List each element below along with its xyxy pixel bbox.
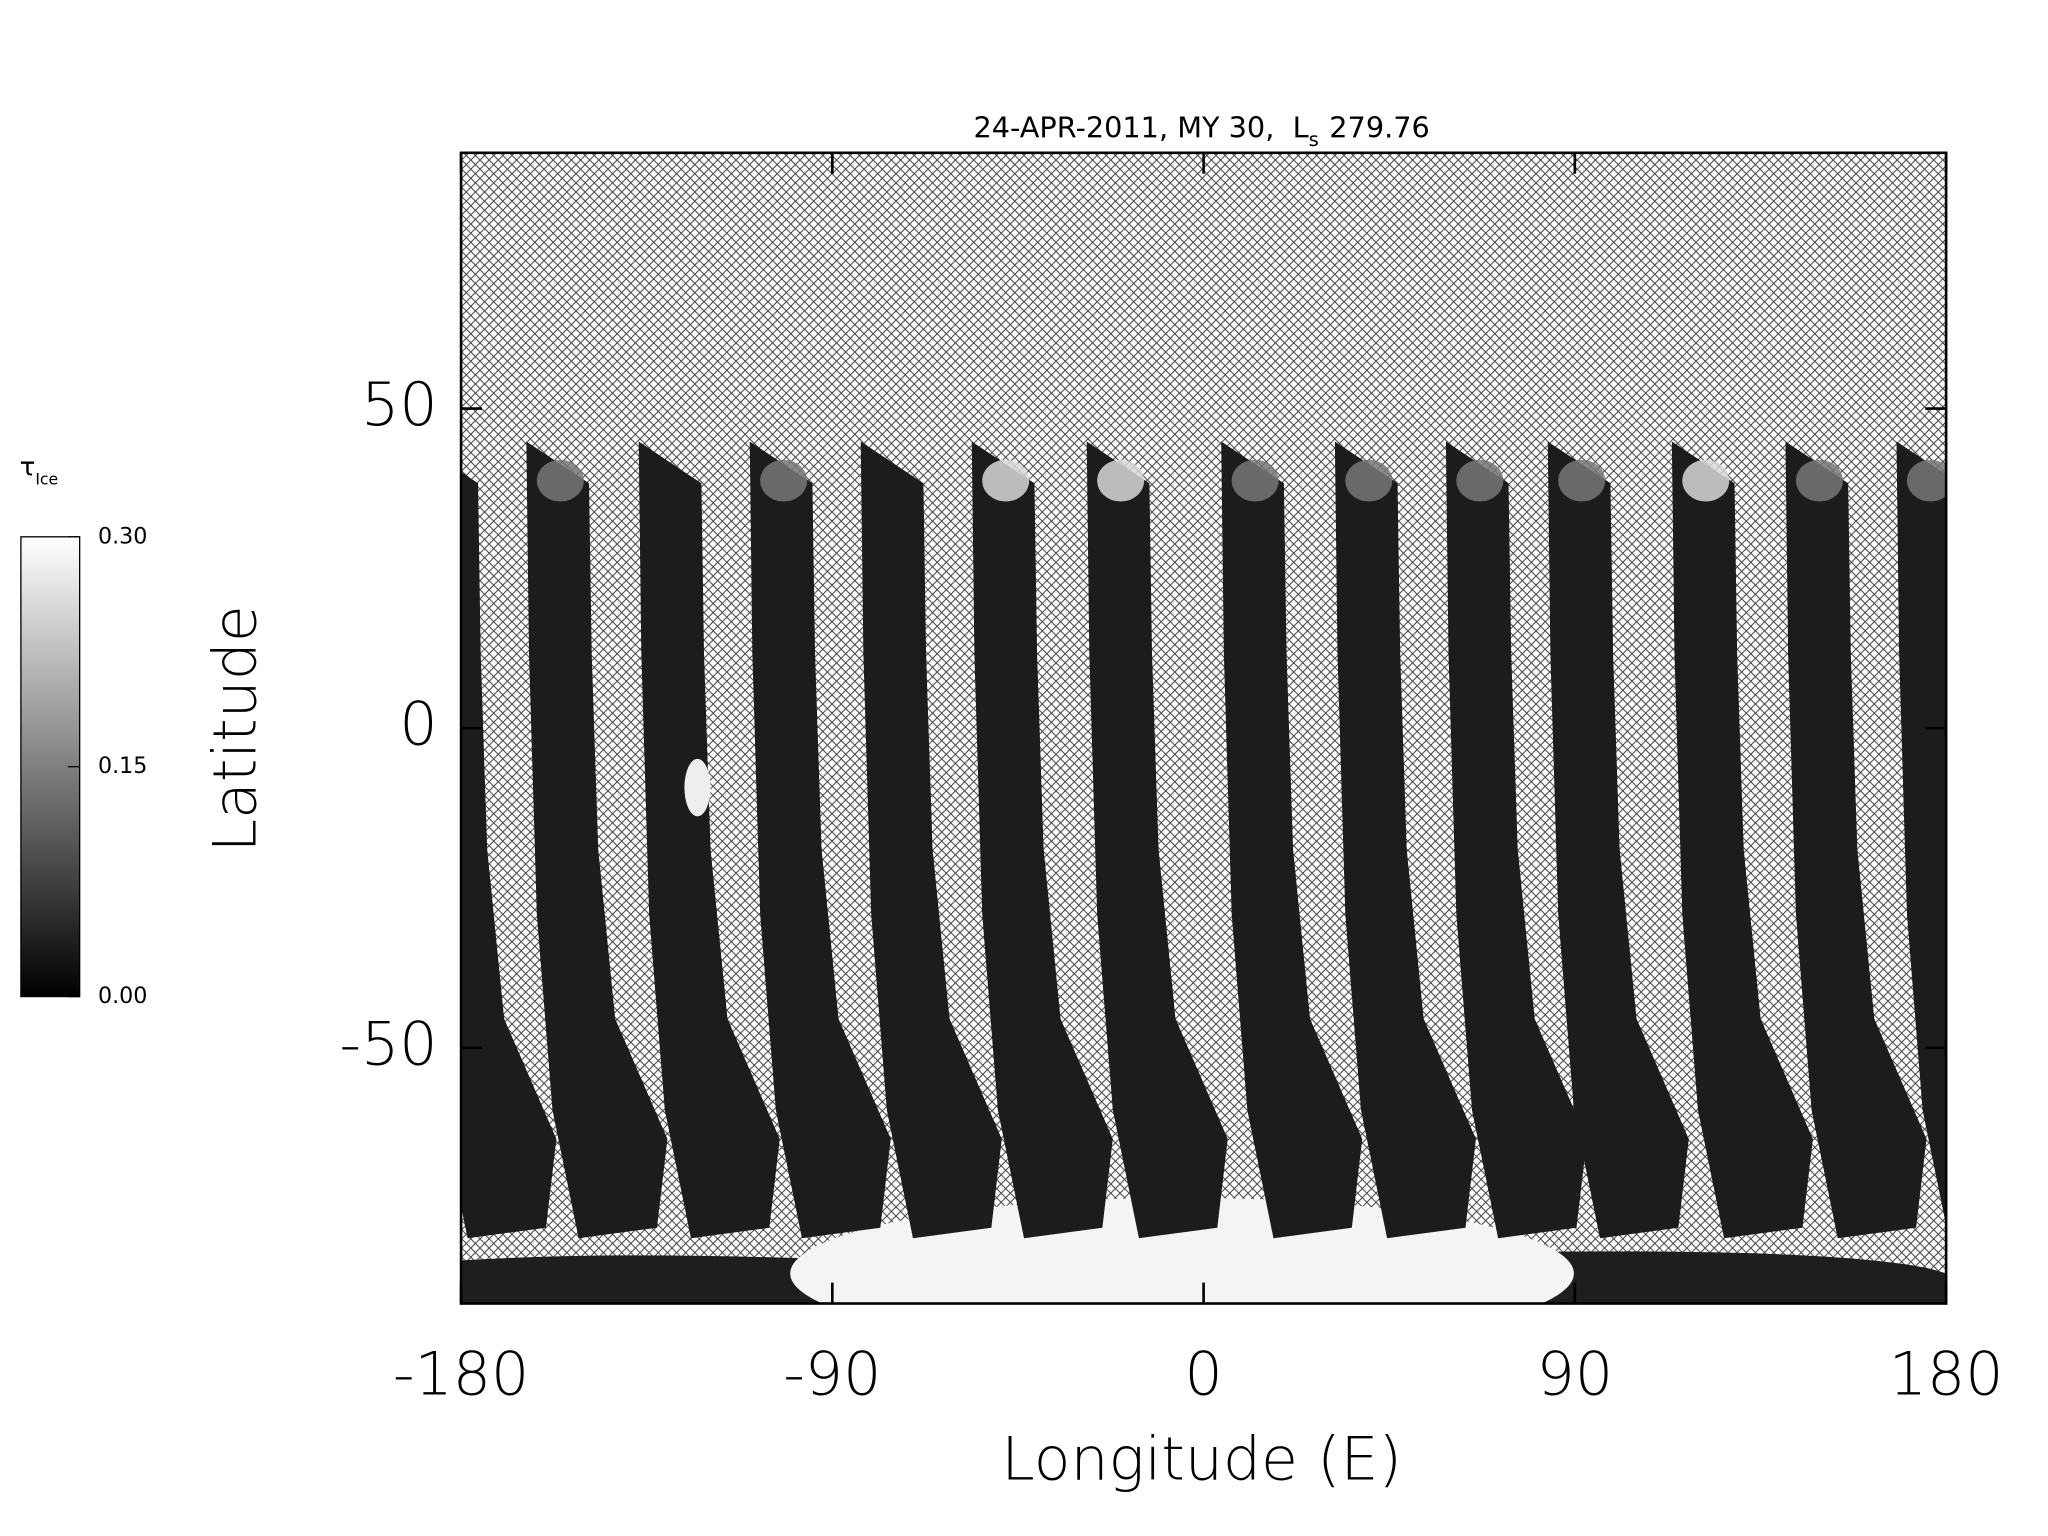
swath-highlight [760, 459, 808, 502]
swath [1086, 441, 1228, 1239]
title-symbol: L [1293, 110, 1309, 144]
swath-highlight [1906, 459, 1947, 502]
swath [461, 471, 557, 1239]
swath [1334, 441, 1476, 1239]
y-tick-label: -50 [339, 1009, 437, 1079]
x-tick-label: 90 [1537, 1339, 1613, 1409]
swath-highlight [1345, 459, 1393, 502]
colorbar-label: τIce [20, 452, 59, 488]
swath-highlight [1682, 459, 1730, 502]
swath-highlight [1558, 459, 1606, 502]
swath [1445, 441, 1587, 1239]
swath [971, 441, 1113, 1239]
swath [638, 441, 780, 1239]
title-text: 24-APR-2011, MY 30, [973, 110, 1274, 144]
colorbar-tick-label: 0.30 [98, 523, 147, 549]
swath [526, 441, 668, 1239]
swath-highlight [1795, 459, 1843, 502]
x-tick-label: 0 [1184, 1339, 1222, 1409]
colorbar-tick-label: 0.00 [98, 983, 147, 1009]
swath-highlight [1097, 459, 1145, 502]
x-tick-label: 180 [1889, 1339, 2004, 1409]
colorbar-symbol: τ [20, 452, 36, 482]
swaths [461, 441, 1947, 1304]
cloud-spot [684, 758, 711, 817]
swath [1547, 441, 1689, 1239]
swath [1896, 441, 1947, 1226]
swath-highlight [1231, 459, 1279, 502]
y-tick-label: 50 [361, 370, 437, 440]
swath-highlight [536, 459, 584, 502]
swath [749, 441, 891, 1239]
y-tick-label: 0 [399, 690, 437, 760]
swath-highlight [1456, 459, 1504, 502]
colorbar-tick-label: 0.15 [98, 753, 147, 779]
swath [1221, 441, 1363, 1239]
x-axis-label: Longitude (E) [1001, 1424, 1402, 1494]
x-tick-label: -180 [393, 1339, 529, 1409]
title-subscript: s [1309, 127, 1319, 150]
swath [1785, 441, 1927, 1239]
title-value: 279.76 [1329, 110, 1430, 144]
x-tick-label: -90 [783, 1339, 881, 1409]
y-axis-label: Latitude [201, 605, 271, 852]
chart-title: 24-APR-2011, MY 30, Ls 279.76 [973, 110, 1429, 150]
colorbar-subscript: Ice [35, 469, 58, 488]
swath [1671, 441, 1813, 1239]
swath [860, 441, 1002, 1239]
swath-highlight [982, 459, 1030, 502]
